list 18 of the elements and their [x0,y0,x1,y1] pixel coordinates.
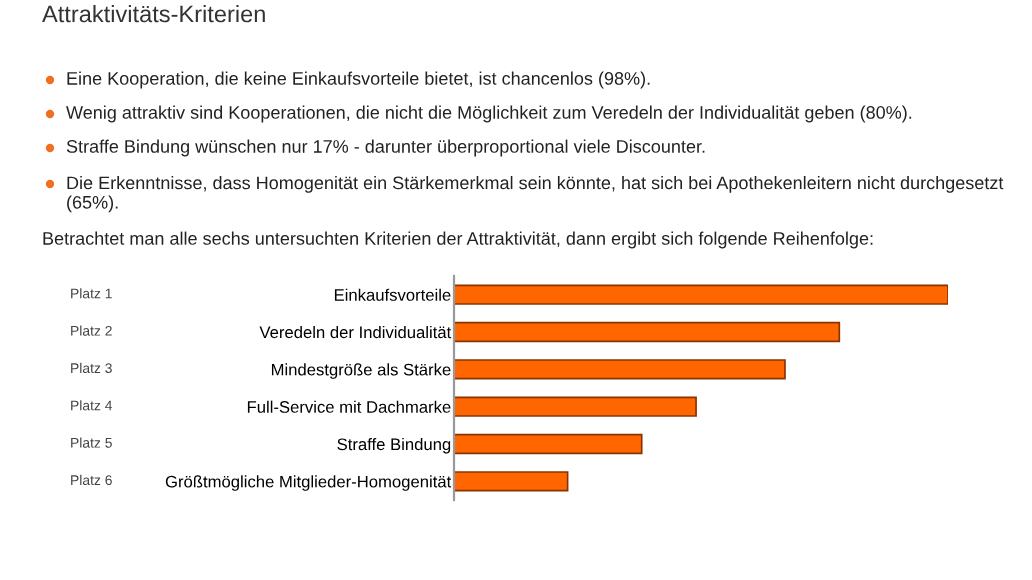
text: Betrachtet man alle sechs untersuchten Kriterien der Attraktivität, dann ergibt sich folgende Reihenfolge: [43,231,873,249]
bar [454,359,786,380]
text: Wenig attraktiv sind Kooperationen, die nicht die Möglichkeit zum Veredeln der Individualität geben (80%). [66,105,912,123]
bar [454,321,841,343]
text: Attraktivitäts-Kriterien [42,5,265,23]
bar [454,396,697,417]
y-tick-label: Straffe Bindung [337,437,451,454]
bar [454,433,643,455]
y-tick-label: Größtmögliche Mitglieder-Homogenität [165,475,452,491]
text: Die Erkenntnisse, dass Homogenität ein Stärkemerkmal sein könnte, hat sich bei Apothekenleitern nicht durchgesetzt (65%). [67,176,1004,213]
y-tick-label: Einkaufsvorteile [334,288,451,301]
y-tick-label: Veredeln der Individualität [259,325,452,339]
bar [454,471,569,492]
bar [454,284,948,305]
y-tick-label: Full-Service mit Dachmarke [247,400,451,413]
y-tick-label: Mindestgröße als Stärke [271,363,451,379]
text: Eine Kooperation, die keine Einkaufsvorteile bietet, ist chancenlos (98%). [67,71,650,89]
text: Straffe Bindung wünschen nur 17% - darunter überproportional viele Discounter. [66,139,705,157]
